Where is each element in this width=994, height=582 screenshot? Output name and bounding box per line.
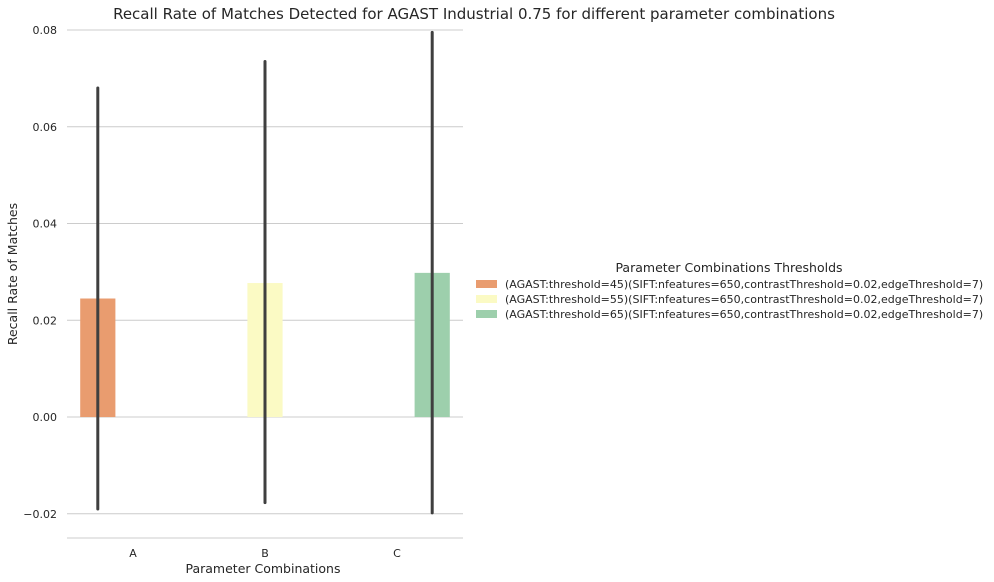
x-tick-label: A xyxy=(129,547,137,560)
legend-swatch xyxy=(476,280,497,288)
chart-title: Recall Rate of Matches Detected for AGAS… xyxy=(113,5,835,23)
legend: Parameter Combinations Thresholds (AGAST… xyxy=(476,260,983,321)
y-axis-ticks: −0.02 0.00 0.02 0.04 0.06 0.08 xyxy=(23,24,57,521)
x-tick-label: B xyxy=(261,547,269,560)
y-tick-label: 0.02 xyxy=(33,314,58,327)
legend-label: (AGAST:threshold=55)(SIFT:nfeatures=650,… xyxy=(505,293,983,306)
y-axis-label: Recall Rate of Matches xyxy=(5,203,20,345)
y-tick-label: 0.08 xyxy=(33,24,58,37)
y-tick-label: 0.04 xyxy=(33,218,58,231)
y-tick-label: 0.00 xyxy=(33,411,58,424)
x-tick-label: C xyxy=(393,547,401,560)
legend-label: (AGAST:threshold=45)(SIFT:nfeatures=650,… xyxy=(505,278,983,291)
x-axis-label: Parameter Combinations xyxy=(185,561,340,576)
legend-label: (AGAST:threshold=65)(SIFT:nfeatures=650,… xyxy=(505,308,983,321)
x-axis-ticks: A B C xyxy=(129,547,401,560)
legend-swatch xyxy=(476,310,497,318)
legend-title: Parameter Combinations Thresholds xyxy=(615,260,842,275)
y-tick-label: −0.02 xyxy=(23,508,57,521)
legend-swatch xyxy=(476,295,497,303)
legend-items: (AGAST:threshold=45)(SIFT:nfeatures=650,… xyxy=(476,278,983,321)
y-tick-label: 0.06 xyxy=(33,121,58,134)
error-bars xyxy=(96,30,434,515)
